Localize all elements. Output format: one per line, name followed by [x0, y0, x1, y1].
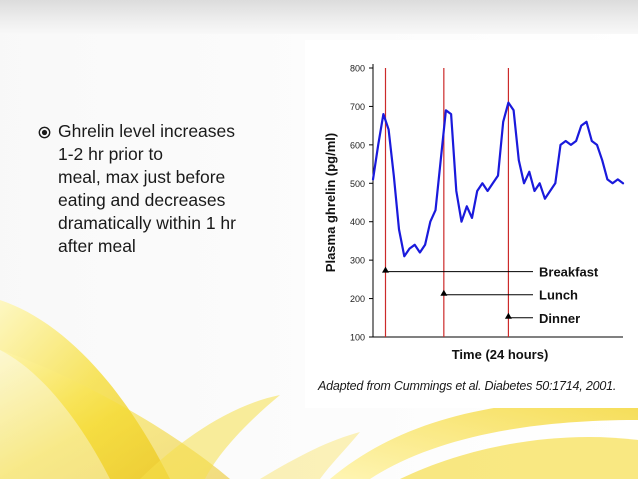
- y-tick-label: 300: [350, 256, 365, 266]
- y-tick-label: 600: [350, 140, 365, 150]
- legend-label: Dinner: [539, 311, 580, 326]
- y-tick-label: 400: [350, 217, 365, 227]
- chart-panel: 800 700 600 500 400 300 200 100 Plasma ghrelin (…: [305, 40, 638, 408]
- legend-label: Breakfast: [539, 265, 599, 280]
- legend-marker: [504, 312, 512, 319]
- legend-marker: [440, 289, 448, 296]
- legend-label: Lunch: [539, 288, 578, 303]
- ghrelin-series-line: [371, 101, 625, 258]
- y-tick-label: 800: [350, 64, 365, 74]
- y-tick-label: 500: [350, 179, 365, 189]
- bullet-text: Ghrelin level increases 1-2 hr prior to …: [58, 121, 236, 256]
- chart-citation: Adapted from Cummings et al. Diabetes 50…: [318, 379, 617, 393]
- bullet-item: Ghrelin level increases 1-2 hr prior to …: [38, 120, 300, 258]
- y-tick-label: 200: [350, 294, 365, 304]
- bullet-list: Ghrelin level increases 1-2 hr prior to …: [38, 120, 300, 258]
- ghrelin-line-chart: 800 700 600 500 400 300 200 100 Plasma ghrelin (…: [323, 64, 625, 362]
- y-tick-label: 700: [350, 102, 365, 112]
- x-axis-label: Time (24 hours): [452, 347, 549, 362]
- circle-bullet-icon: [38, 120, 58, 143]
- legend-marker: [382, 266, 389, 273]
- y-axis-label: Plasma ghrelin (pg/ml): [323, 133, 338, 272]
- y-tick-label: 100: [350, 333, 365, 343]
- top-gradient-band: [0, 0, 638, 34]
